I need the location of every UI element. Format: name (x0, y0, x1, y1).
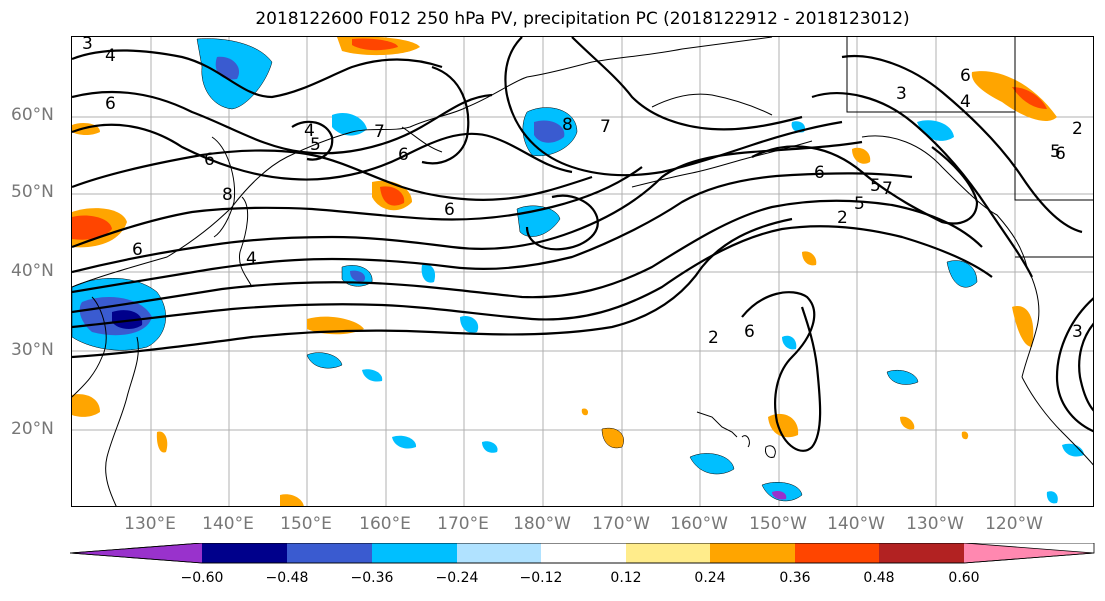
lon-label: 170°E (437, 514, 489, 534)
map-panel: 3 4 6 4 5 6 7 8 6 8 6 4 6 7 2 6 3 4 5 6 … (71, 36, 1094, 507)
colorbar-tick: 0.48 (863, 570, 895, 586)
contour-label: 6 (814, 163, 825, 183)
colorbar-tick: 0.60 (948, 570, 980, 586)
lon-label: 160°E (359, 514, 411, 534)
colorbar-segment (372, 543, 457, 563)
colorbar-segment (457, 543, 541, 563)
colorbar-segment (879, 543, 964, 563)
lon-label: 150°E (280, 514, 332, 534)
contour-label: 5 (310, 135, 321, 155)
contour-label: 2 (1072, 119, 1083, 139)
contour-label: 6 (105, 94, 116, 114)
coastlines (72, 37, 1093, 506)
colorbar-tick: −0.60 (180, 570, 224, 586)
colorbar-segment (710, 543, 795, 563)
contour-label: 8 (562, 115, 573, 135)
colorbar-tick: −0.12 (519, 570, 563, 586)
colorbar (70, 543, 1095, 564)
contour-label: 5 (870, 176, 881, 196)
colorbar-segments (70, 543, 1094, 563)
colorbar-segment (964, 543, 1094, 563)
lon-label: 130°W (906, 514, 964, 534)
contour-label: 6 (744, 322, 755, 342)
contour-label: 6 (132, 240, 143, 260)
contour-label: 5 (1050, 142, 1061, 162)
lat-label: 30°N (11, 340, 54, 360)
map-title: 2018122600 F012 250 hPa PV, precipitatio… (255, 9, 910, 29)
contour-label: 3 (896, 84, 907, 104)
contour-label: 6 (1055, 144, 1066, 164)
colorbar-segment (287, 543, 372, 563)
contour-label: 5 (854, 194, 865, 214)
lat-label: 20°N (11, 419, 54, 439)
lon-label: 130°E (124, 514, 176, 534)
contour-label: 6 (444, 200, 455, 220)
contour-label: 2 (837, 208, 848, 228)
colorbar-segment (541, 543, 626, 563)
contour-label: 4 (246, 249, 257, 269)
contour-label: 3 (82, 37, 93, 54)
contour-label: 4 (304, 121, 315, 141)
lat-label: 40°N (11, 261, 54, 281)
colorbar-segment (202, 543, 287, 563)
colorbar-tick: −0.36 (350, 570, 394, 586)
lon-label: 120°W (985, 514, 1043, 534)
colorbar-segment (70, 543, 202, 563)
colorbar-tick: 0.36 (779, 570, 811, 586)
contour-label: 3 (1072, 322, 1083, 342)
contour-label: 4 (105, 46, 116, 66)
lon-label: 180°W (513, 514, 571, 534)
contour-labels: 3 4 6 4 5 6 7 8 6 8 6 4 6 7 2 6 3 4 5 6 … (82, 37, 1083, 348)
colorbar-tick: 0.24 (694, 570, 726, 586)
colorbar-segment (626, 543, 710, 563)
contour-label: 4 (960, 92, 971, 112)
contour-label: 2 (708, 328, 719, 348)
lat-label: 60°N (11, 105, 54, 125)
lon-label: 140°E (202, 514, 254, 534)
lon-label: 150°W (749, 514, 807, 534)
map-svg: 3 4 6 4 5 6 7 8 6 8 6 4 6 7 2 6 3 4 5 6 … (72, 37, 1093, 506)
lat-label: 50°N (11, 182, 54, 202)
contour-label: 7 (600, 117, 611, 137)
contour-label: 6 (960, 66, 971, 86)
colorbar-tick: 0.12 (610, 570, 642, 586)
lon-label: 140°W (827, 514, 885, 534)
contour-label: 8 (222, 185, 233, 205)
colorbar-segment (795, 543, 879, 563)
colorbar-tick: −0.24 (435, 570, 479, 586)
precip-negative (72, 38, 1084, 504)
lon-label: 160°W (670, 514, 728, 534)
contour-label: 6 (398, 145, 409, 165)
contour-label: 7 (374, 122, 385, 142)
lon-label: 170°W (592, 514, 650, 534)
pv-contours (72, 37, 1093, 452)
contour-label: 6 (204, 150, 215, 170)
colorbar-tick: −0.48 (265, 570, 309, 586)
contour-label: 7 (882, 179, 893, 199)
